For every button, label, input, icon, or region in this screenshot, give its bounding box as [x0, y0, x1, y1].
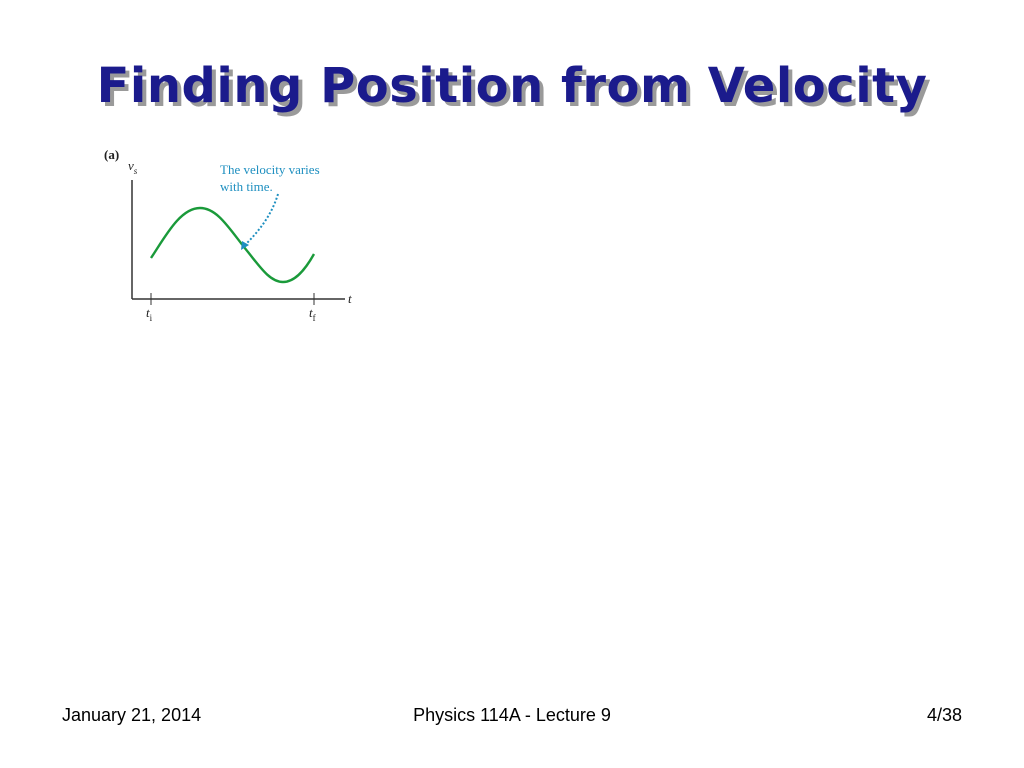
- annotation-arrow: [245, 193, 279, 245]
- slide-title: Finding Position from Velocity: [96, 58, 928, 114]
- tick-label-start: ti: [146, 305, 153, 323]
- y-axis-label: vs: [128, 158, 138, 176]
- tick-label-end: tf: [309, 305, 316, 323]
- velocity-curve: [150, 206, 316, 284]
- x-axis-label: t: [348, 291, 352, 306]
- footer-course: Physics 114A - Lecture 9: [413, 705, 611, 725]
- panel-label: (a): [104, 147, 119, 162]
- footer-date: January 21, 2014: [62, 705, 202, 725]
- footer-page-number: 4/38: [926, 705, 962, 725]
- velocity-time-figure: (a) vs t ti tf The velocity varies with …: [104, 147, 352, 323]
- annotation-arrowhead: [241, 241, 249, 250]
- annotation-text: The velocity varies with time.: [220, 162, 323, 194]
